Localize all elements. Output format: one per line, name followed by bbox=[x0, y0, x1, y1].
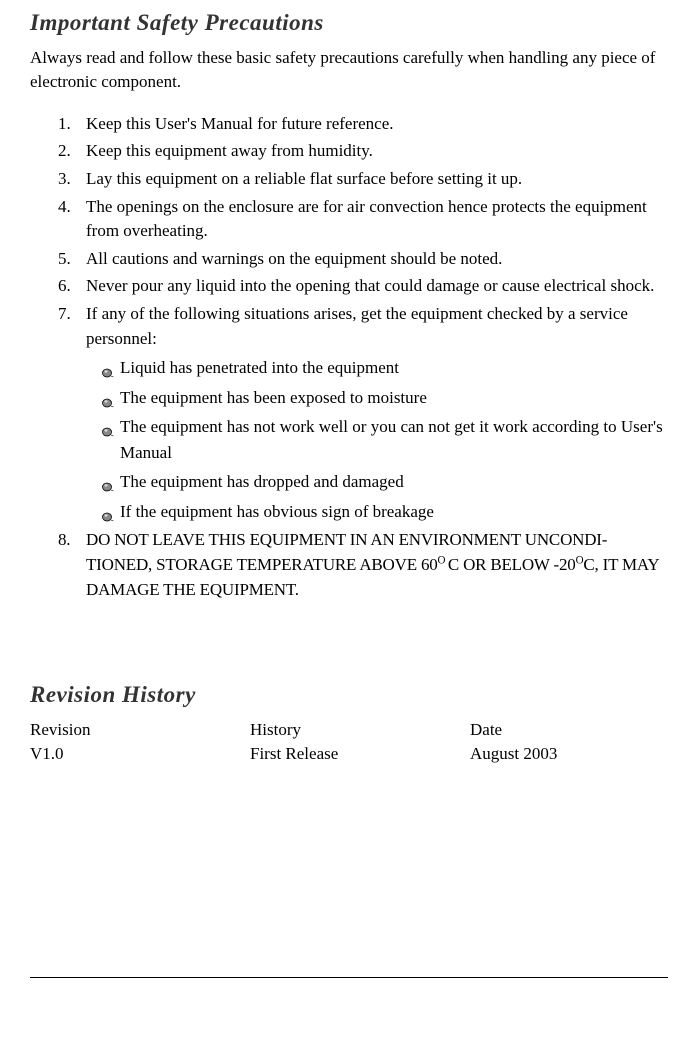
footer-divider bbox=[30, 977, 668, 978]
item-number: 4. bbox=[58, 195, 71, 220]
sub-item: The equipment has been exposed to moistu… bbox=[102, 385, 668, 411]
item-text: Keep this equipment away from humidity. bbox=[86, 141, 373, 160]
item-text: If any of the following situations arise… bbox=[86, 304, 628, 348]
table-cell: V1.0 bbox=[30, 742, 250, 766]
bullet-icon bbox=[102, 474, 114, 484]
item-number: 1. bbox=[58, 112, 71, 137]
item-number: 6. bbox=[58, 274, 71, 299]
item-text-part: C OR BELOW -20 bbox=[448, 555, 576, 574]
item-number: 7. bbox=[58, 302, 71, 327]
item-text: Never pour any liquid into the opening t… bbox=[86, 276, 654, 295]
table-cell: First Release bbox=[250, 742, 470, 766]
list-item: 2. Keep this equipment away from humidity… bbox=[58, 139, 668, 164]
sub-item-text: The equipment has dropped and damaged bbox=[120, 472, 404, 491]
list-item: 7. If any of the following situations ari… bbox=[58, 302, 668, 351]
item-text: Lay this equipment on a reliable flat su… bbox=[86, 169, 522, 188]
table-cell: August 2003 bbox=[470, 742, 668, 766]
sub-item: The equipment has dropped and damaged bbox=[102, 469, 668, 495]
item-text: The openings on the enclosure are for ai… bbox=[86, 197, 647, 241]
bullet-icon bbox=[102, 360, 114, 370]
list-item: 3. Lay this equipment on a reliable flat … bbox=[58, 167, 668, 192]
sub-item: If the equipment has obvious sign of bre… bbox=[102, 499, 668, 525]
item-text: Keep this User's Manual for future refer… bbox=[86, 114, 394, 133]
table-header-cell: Date bbox=[470, 718, 668, 742]
superscript: O bbox=[438, 554, 448, 566]
sub-item-text: If the equipment has obvious sign of bre… bbox=[120, 502, 434, 521]
safety-list-cont: 8.DO NOT LEAVE THIS EQUIPMENT IN AN ENVI… bbox=[30, 528, 668, 602]
list-item: 4. The openings on the enclosure are for … bbox=[58, 195, 668, 244]
revision-heading: Revision History bbox=[30, 682, 668, 708]
sub-item: Liquid has penetrated into the equipment bbox=[102, 355, 668, 381]
sub-item-text: The equipment has been exposed to moistu… bbox=[120, 388, 427, 407]
bullet-icon bbox=[102, 390, 114, 400]
list-item: 6. Never pour any liquid into the opening… bbox=[58, 274, 668, 299]
list-item: 1. Keep this User's Manual for future ref… bbox=[58, 112, 668, 137]
list-item: 5. All cautions and warnings on the equip… bbox=[58, 247, 668, 272]
item-number: 5. bbox=[58, 247, 71, 272]
table-header-cell: Revision bbox=[30, 718, 250, 742]
safety-intro: Always read and follow these basic safet… bbox=[30, 46, 668, 94]
item-number: 3. bbox=[58, 167, 71, 192]
revision-table: Revision History Date V1.0 First Release… bbox=[30, 718, 668, 766]
safety-sublist: Liquid has penetrated into the equipment… bbox=[30, 355, 668, 524]
bullet-icon bbox=[102, 419, 114, 429]
sub-item: The equipment has not work well or you c… bbox=[102, 414, 668, 465]
item-text: All cautions and warnings on the equipme… bbox=[86, 249, 502, 268]
safety-list: 1. Keep this User's Manual for future ref… bbox=[30, 112, 668, 352]
bullet-icon bbox=[102, 504, 114, 514]
table-row: V1.0 First Release August 2003 bbox=[30, 742, 668, 766]
list-item: 8.DO NOT LEAVE THIS EQUIPMENT IN AN ENVI… bbox=[58, 528, 668, 602]
sub-item-text: Liquid has penetrated into the equipment bbox=[120, 358, 399, 377]
item-number: 8. bbox=[58, 528, 70, 553]
table-header-cell: History bbox=[250, 718, 470, 742]
sub-item-text: The equipment has not work well or you c… bbox=[120, 417, 663, 462]
table-header-row: Revision History Date bbox=[30, 718, 668, 742]
safety-heading: Important Safety Precautions bbox=[30, 10, 668, 36]
item-number: 2. bbox=[58, 139, 71, 164]
